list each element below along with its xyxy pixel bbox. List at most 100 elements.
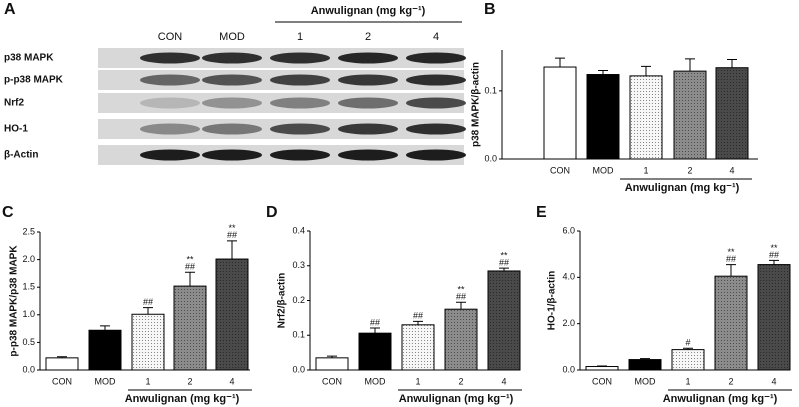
y-tick-label: 0.0 xyxy=(484,153,497,163)
error-bar xyxy=(227,240,237,260)
error-bar xyxy=(598,69,608,75)
significance-mark: ** xyxy=(727,247,735,257)
y-tick-label: 0.3 xyxy=(292,260,305,270)
blot-band xyxy=(140,52,200,64)
y-axis-title: p38 MAPK/β-actin xyxy=(471,62,482,147)
blot-band xyxy=(338,97,398,109)
error-bar xyxy=(555,57,565,68)
blot-band xyxy=(406,149,466,161)
y-tick-label: 0.5 xyxy=(22,337,35,347)
blot-band xyxy=(338,74,398,86)
bar-pattern xyxy=(715,276,747,370)
bar xyxy=(315,357,349,371)
group-label: Anwulignan (mg kg⁻¹) xyxy=(125,393,240,405)
bar-pattern xyxy=(716,67,748,159)
bar-pattern xyxy=(174,286,206,370)
bar-pattern xyxy=(758,264,790,370)
bar-pattern xyxy=(674,71,706,159)
significance-mark: ## xyxy=(370,317,380,327)
x-tick-label: CON xyxy=(592,376,612,386)
significance-mark: ## xyxy=(227,230,237,240)
group-label: Anwulignan (mg kg⁻¹) xyxy=(625,182,740,194)
significance-mark: ** xyxy=(770,243,778,253)
x-tick-label: MOD xyxy=(593,165,614,175)
bar-pattern xyxy=(132,314,164,370)
blot-band xyxy=(270,123,330,135)
error-bar xyxy=(57,356,67,358)
bar-pattern xyxy=(402,324,434,370)
error-bar xyxy=(727,59,737,68)
significance-mark: ## xyxy=(769,250,779,260)
bar xyxy=(45,357,79,371)
error-bar xyxy=(370,327,380,334)
panel-letter: C xyxy=(2,204,14,221)
blot-band xyxy=(270,97,330,109)
y-tick-label: 0.0 xyxy=(562,364,575,374)
group-label: Anwulignan (mg kg⁻¹) xyxy=(399,393,514,405)
x-tick-label: CON xyxy=(322,376,342,386)
significance-mark: ## xyxy=(143,297,153,307)
y-tick-label: 0.1 xyxy=(484,85,497,95)
error-bar xyxy=(185,271,195,287)
blot-band xyxy=(202,123,262,135)
error-bar xyxy=(100,325,110,331)
bar-pattern xyxy=(445,309,477,370)
blot-column-label: MOD xyxy=(219,31,245,43)
blot-band xyxy=(270,52,330,64)
error-bar xyxy=(499,267,509,271)
x-tick-label: 1 xyxy=(415,376,420,386)
y-tick-label: 0.0 xyxy=(292,364,305,374)
blot-column-label: 2 xyxy=(365,31,371,43)
error-bar xyxy=(413,320,423,325)
error-bar xyxy=(641,65,651,76)
error-bar xyxy=(143,307,153,315)
x-tick-label: 2 xyxy=(728,376,733,386)
bar xyxy=(585,366,619,371)
blot-row-label: p38 MAPK xyxy=(4,53,54,64)
blot-band xyxy=(270,149,330,161)
significance-mark: ## xyxy=(185,262,195,272)
y-tick-label: 2.0 xyxy=(562,318,575,328)
x-tick-label: 2 xyxy=(458,376,463,386)
y-tick-label: 4.0 xyxy=(562,272,575,282)
blot-band xyxy=(140,74,200,86)
y-tick-label: 2.0 xyxy=(22,254,35,264)
bar-pattern xyxy=(488,270,520,370)
y-axis-title: p-p38 MAPK/p38 MAPK xyxy=(9,245,20,357)
bar-pattern xyxy=(672,349,704,370)
significance-mark: ** xyxy=(500,251,508,261)
blot-row-label: Nrf2 xyxy=(4,98,24,109)
significance-mark: ## xyxy=(499,258,509,268)
panel-letter: D xyxy=(266,204,278,221)
bar-pattern xyxy=(630,75,662,159)
panel-letter: B xyxy=(484,1,496,18)
significance-mark: ** xyxy=(186,255,194,265)
group-label: Anwulignan (mg kg⁻¹) xyxy=(663,393,778,405)
blot-row-label: β-Actin xyxy=(4,150,38,161)
error-bar xyxy=(769,259,779,265)
y-axis-title: Nrf2/β-actin xyxy=(277,273,288,329)
bar xyxy=(543,66,577,160)
error-bar xyxy=(726,264,736,277)
x-tick-label: MOD xyxy=(95,376,116,386)
blot-band xyxy=(406,97,466,109)
bar xyxy=(358,332,392,371)
blot-band xyxy=(338,149,398,161)
panel-letter: A xyxy=(4,1,16,18)
blot-band xyxy=(140,149,200,161)
blot-band xyxy=(406,74,466,86)
bar xyxy=(88,329,122,371)
significance-mark: ** xyxy=(457,285,465,295)
x-tick-label: MOD xyxy=(635,376,656,386)
significance-mark: ** xyxy=(228,223,236,233)
significance-mark: ## xyxy=(413,311,423,321)
x-tick-label: 2 xyxy=(687,165,692,175)
x-tick-label: MOD xyxy=(365,376,386,386)
x-tick-label: 4 xyxy=(501,376,506,386)
x-tick-label: CON xyxy=(52,376,72,386)
blot-column-label: 1 xyxy=(297,31,303,43)
blot-band xyxy=(406,123,466,135)
panel-letter: E xyxy=(536,204,547,221)
y-tick-label: 0.2 xyxy=(292,295,305,305)
